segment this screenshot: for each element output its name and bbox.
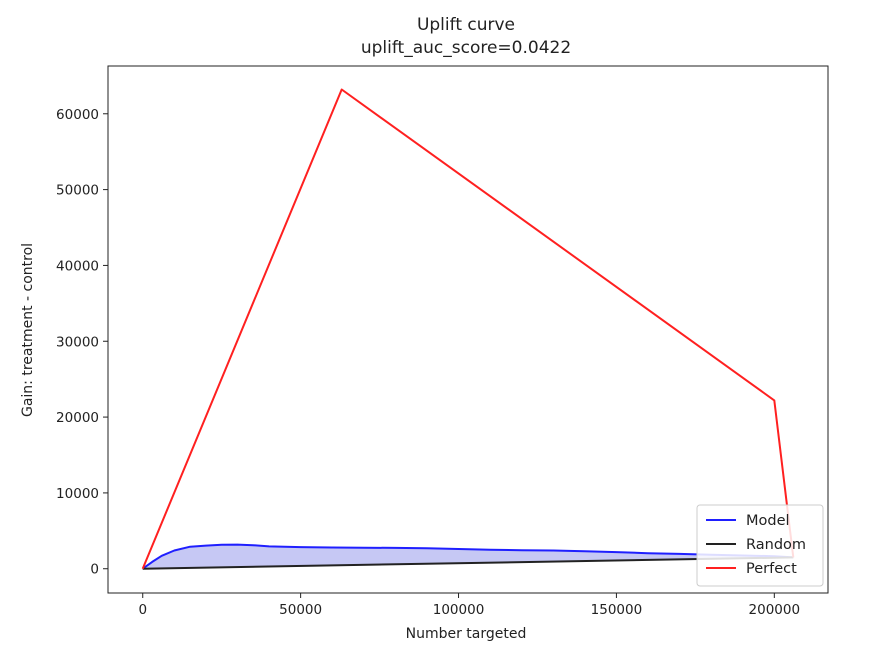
- legend-label-perfect: Perfect: [746, 561, 797, 577]
- series-line-perfect: [141, 88, 795, 570]
- x-axis-label: Number targeted: [406, 626, 527, 642]
- legend-label-random: Random: [746, 537, 806, 553]
- series-line-model: [142, 543, 794, 570]
- y-tick-label: 30000: [56, 334, 99, 350]
- y-tick-label: 10000: [56, 486, 99, 502]
- x-tick-label: 200000: [749, 602, 801, 618]
- x-tick-label: 150000: [591, 602, 643, 618]
- plot-frame: [107, 65, 829, 594]
- x-axis: 0 50000 100000 150000 200000: [138, 593, 800, 618]
- legend: Model Random Perfect: [696, 504, 824, 587]
- model-fill-area: [142, 544, 794, 569]
- chart-subtitle: uplift_auc_score=0.0422: [361, 38, 571, 58]
- x-tick-label: 0: [138, 602, 147, 618]
- x-tick-label: 100000: [433, 602, 485, 618]
- y-axis: 0 10000 20000 30000 40000 50000 60000: [56, 107, 108, 578]
- legend-box: [696, 504, 824, 587]
- y-axis-label: Gain: treatment - control: [20, 243, 36, 417]
- y-tick-label: 20000: [56, 410, 99, 426]
- legend-label-model: Model: [746, 513, 790, 529]
- chart-title: Uplift curve: [417, 15, 515, 35]
- y-tick-label: 40000: [56, 258, 99, 274]
- x-tick-label: 50000: [279, 602, 322, 618]
- series-line-random: [142, 556, 794, 570]
- y-tick-label: 50000: [56, 183, 99, 199]
- y-tick-label: 60000: [56, 107, 99, 123]
- y-tick-label: 0: [90, 562, 99, 578]
- plot-area: [141, 88, 795, 570]
